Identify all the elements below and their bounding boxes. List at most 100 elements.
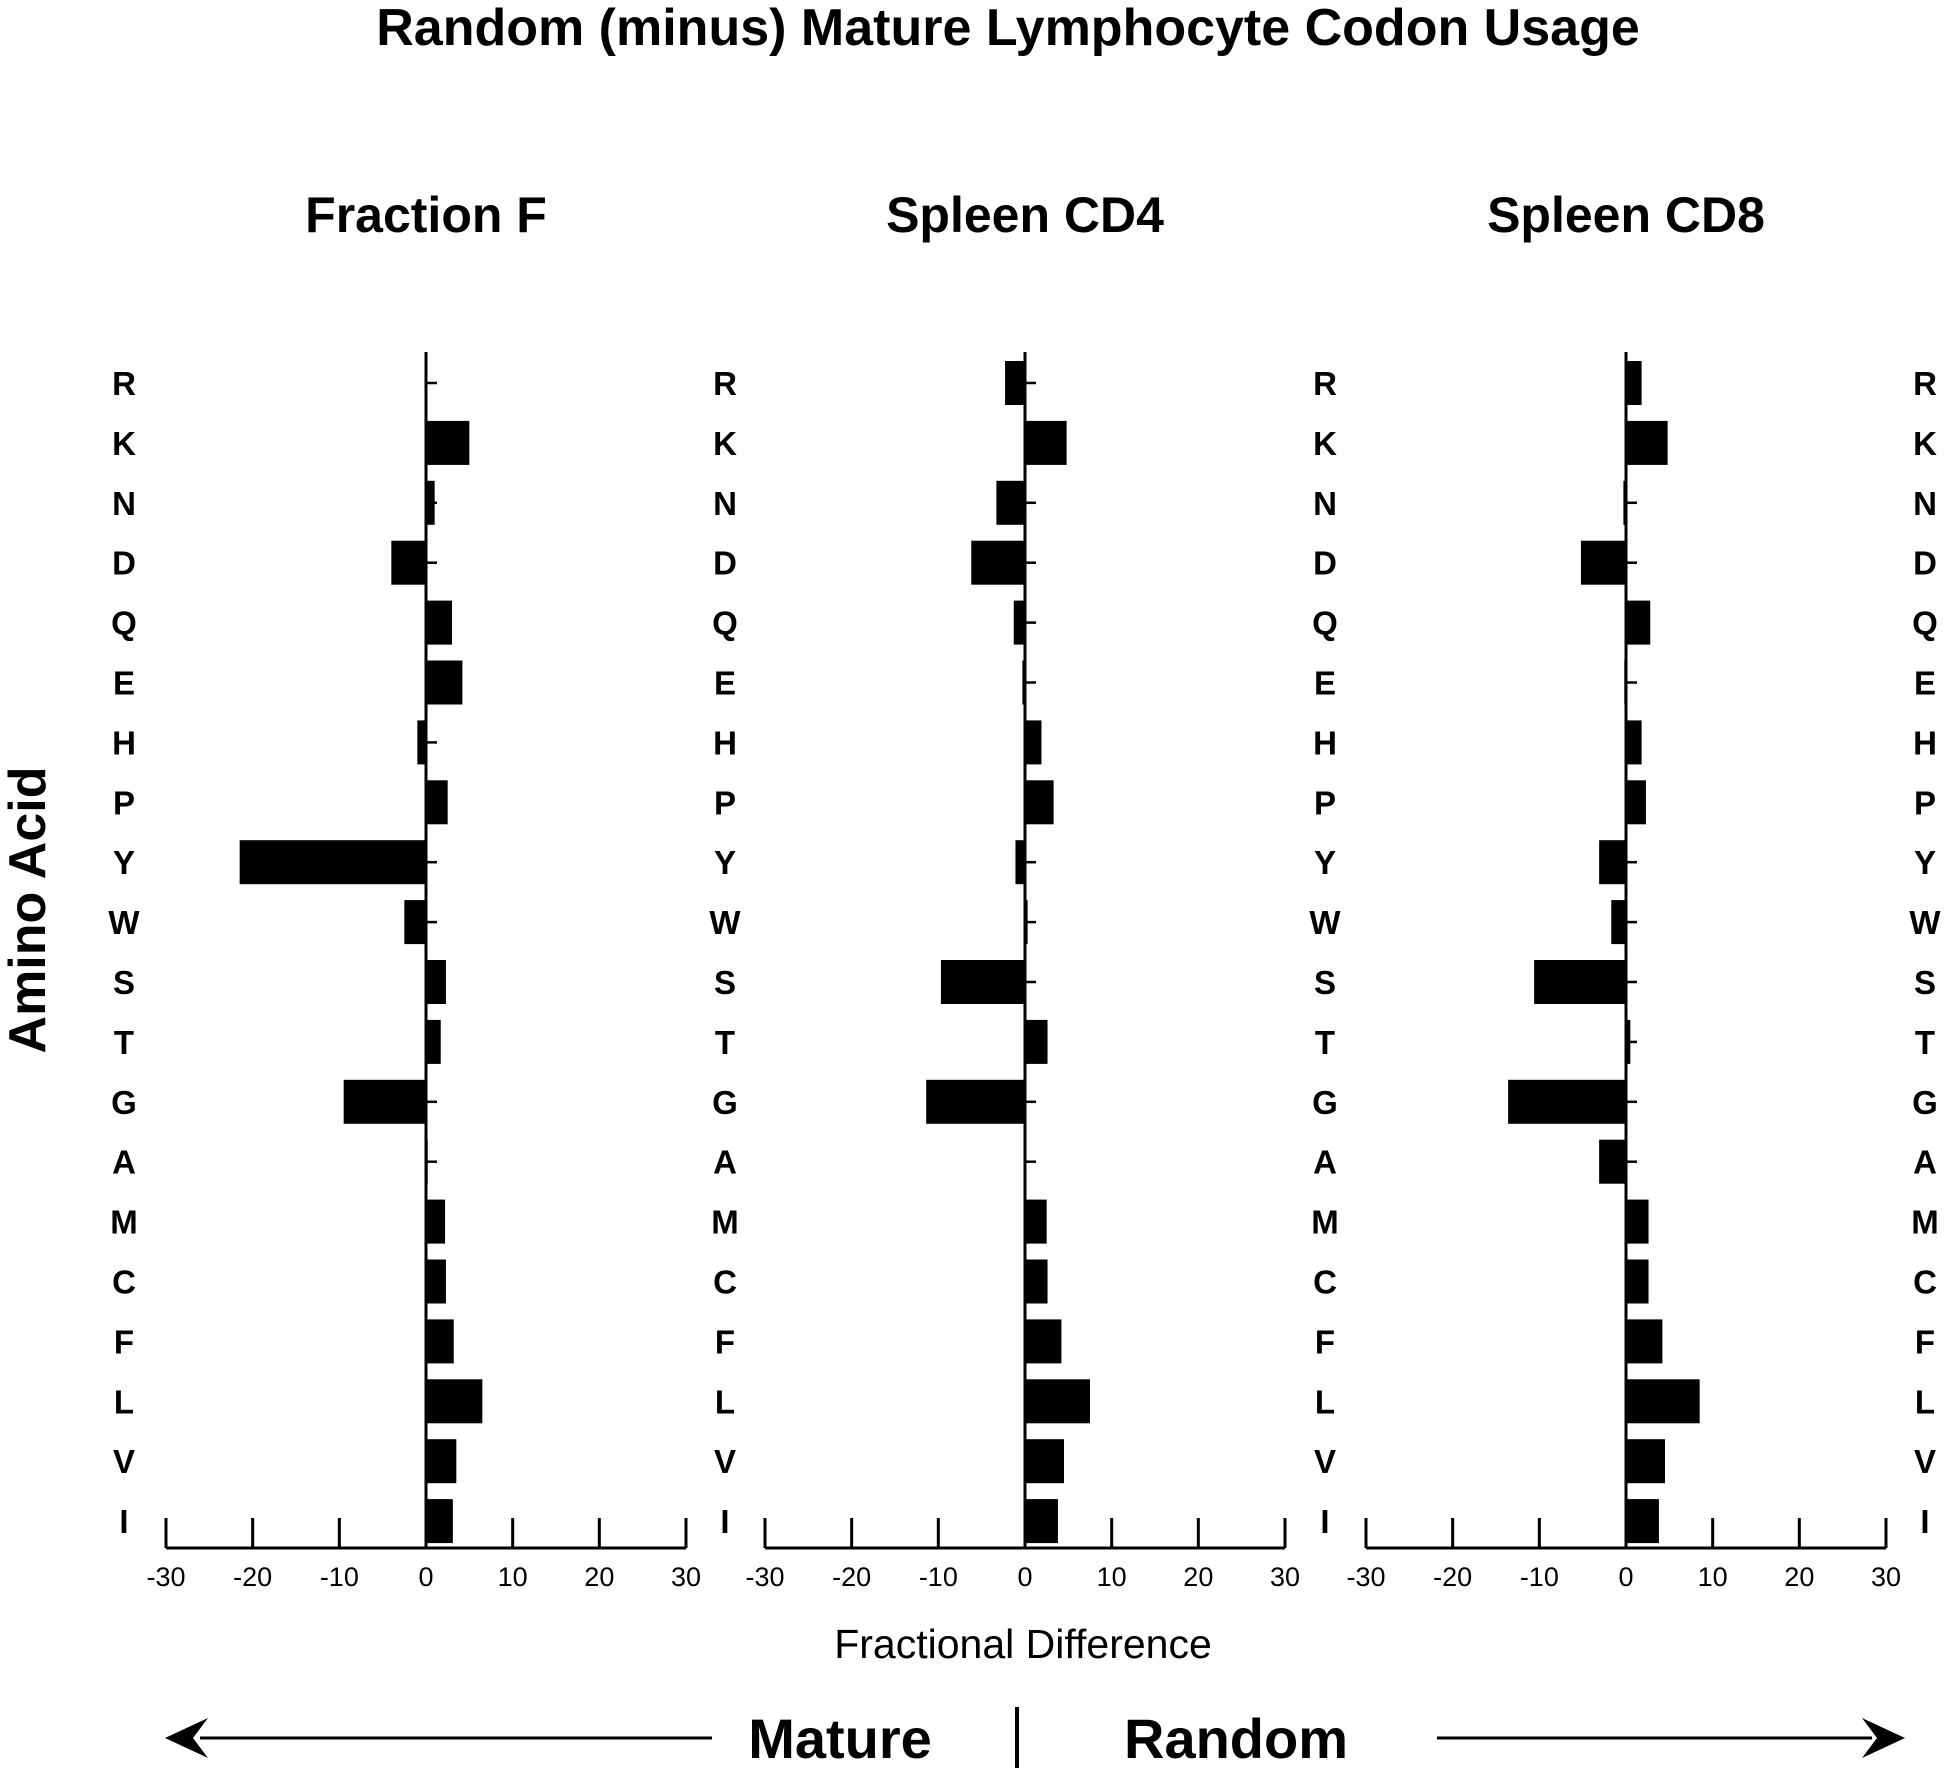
amino-acid-label: F bbox=[715, 1323, 735, 1360]
amino-acid-label: P bbox=[714, 784, 736, 821]
amino-acid-label: S bbox=[1914, 964, 1936, 1001]
amino-acid-label: D bbox=[1913, 545, 1937, 582]
amino-acid-label: N bbox=[1913, 485, 1937, 522]
amino-acid-label: D bbox=[112, 545, 136, 582]
bar-V bbox=[426, 1439, 457, 1484]
amino-acid-label: D bbox=[1313, 545, 1337, 582]
bar-L bbox=[426, 1379, 483, 1424]
bar-Q bbox=[1626, 600, 1651, 645]
amino-acid-label: N bbox=[713, 485, 737, 522]
bar-E bbox=[426, 660, 463, 705]
panel-spleen-cd4: Spleen CD4 -30 -20 -10 0 10 20 30 bbox=[745, 187, 1300, 1592]
bar-C bbox=[1025, 1259, 1048, 1304]
amino-acid-label: F bbox=[1315, 1323, 1335, 1360]
bar-T bbox=[1626, 1019, 1631, 1064]
amino-acid-label: Y bbox=[1914, 844, 1936, 881]
amino-acid-label: T bbox=[715, 1024, 735, 1061]
x-tick-label: -10 bbox=[1520, 1562, 1559, 1592]
x-tick-label: -30 bbox=[1346, 1562, 1385, 1592]
chart-title: Random (minus) Mature Lymphocyte Codon U… bbox=[376, 0, 1640, 57]
bar-Q bbox=[1013, 600, 1025, 645]
amino-acid-label: I bbox=[1920, 1503, 1929, 1540]
x-tick-label: 0 bbox=[1017, 1562, 1032, 1592]
amino-acid-label: E bbox=[1314, 665, 1336, 702]
amino-acid-label: A bbox=[1313, 1144, 1337, 1181]
x-tick-label: 10 bbox=[1097, 1562, 1127, 1592]
amino-acid-label: M bbox=[1911, 1204, 1939, 1241]
amino-acid-label: H bbox=[713, 724, 737, 761]
bar-P bbox=[426, 780, 448, 825]
amino-acid-label: L bbox=[1915, 1383, 1935, 1420]
amino-acid-label: Y bbox=[1314, 844, 1336, 881]
x-tick-label: -20 bbox=[832, 1562, 871, 1592]
amino-acid-label: I bbox=[720, 1503, 729, 1540]
amino-acid-label: K bbox=[713, 425, 737, 462]
amino-acid-label: V bbox=[714, 1443, 736, 1480]
bar-D bbox=[971, 540, 1025, 585]
bar-W bbox=[404, 900, 426, 945]
x-tick-label: -10 bbox=[919, 1562, 958, 1592]
bar-E bbox=[1624, 660, 1626, 705]
x-tick-label: 30 bbox=[671, 1562, 701, 1592]
bar-V bbox=[1626, 1439, 1665, 1484]
amino-acid-label: D bbox=[713, 545, 737, 582]
amino-acid-label: R bbox=[112, 365, 136, 402]
amino-acid-label: A bbox=[713, 1144, 737, 1181]
amino-acid-label: Q bbox=[111, 605, 137, 642]
bar-F bbox=[1025, 1319, 1062, 1364]
panel-title: Fraction F bbox=[305, 187, 547, 243]
panel-title: Spleen CD4 bbox=[886, 187, 1164, 243]
x-tick-label: -10 bbox=[320, 1562, 359, 1592]
bar-H bbox=[1025, 720, 1042, 765]
panel-title: Spleen CD8 bbox=[1487, 187, 1765, 243]
direction-indicator: Mature Random bbox=[165, 1707, 1905, 1770]
amino-acid-label: R bbox=[1313, 365, 1337, 402]
bar-M bbox=[1626, 1199, 1649, 1244]
bar-W bbox=[1025, 900, 1028, 945]
amino-acid-label: I bbox=[1320, 1503, 1329, 1540]
bar-I bbox=[1626, 1499, 1659, 1544]
amino-acid-label: S bbox=[714, 964, 736, 1001]
x-tick-label: 30 bbox=[1871, 1562, 1901, 1592]
x-tick-label: -20 bbox=[1433, 1562, 1472, 1592]
bar-I bbox=[426, 1499, 453, 1544]
bar-C bbox=[1626, 1259, 1649, 1304]
chart-panels: Fraction F -30 -20 -10 0 10 20 30 Spleen CD4 -30 -… bbox=[146, 187, 1901, 1592]
bar-F bbox=[426, 1319, 454, 1364]
amino-acid-label: W bbox=[108, 904, 140, 941]
bar-H bbox=[417, 720, 426, 765]
amino-acid-label: P bbox=[113, 784, 135, 821]
x-axis-label: Fractional Difference bbox=[834, 1621, 1212, 1667]
amino-acid-label: K bbox=[1313, 425, 1337, 462]
panel-fraction-f: Fraction F -30 -20 -10 0 10 20 30 bbox=[146, 187, 701, 1592]
amino-acid-label: T bbox=[1315, 1024, 1335, 1061]
bar-R bbox=[1005, 361, 1025, 405]
amino-acid-label: E bbox=[1914, 665, 1936, 702]
amino-acid-label: E bbox=[714, 665, 736, 702]
bar-T bbox=[1025, 1019, 1048, 1064]
bar-K bbox=[1025, 420, 1067, 465]
bar-Q bbox=[426, 600, 452, 645]
bar-M bbox=[1025, 1199, 1047, 1244]
amino-acid-label: M bbox=[1311, 1204, 1339, 1241]
amino-acid-label: K bbox=[1913, 425, 1937, 462]
x-tick-label: 20 bbox=[1183, 1562, 1213, 1592]
amino-acid-label: A bbox=[112, 1144, 136, 1181]
amino-acid-label: C bbox=[112, 1264, 136, 1301]
amino-acid-label: W bbox=[709, 904, 741, 941]
amino-acid-label: P bbox=[1314, 784, 1336, 821]
bar-I bbox=[1025, 1499, 1058, 1544]
amino-acid-label: G bbox=[1912, 1084, 1938, 1121]
amino-acid-label: C bbox=[713, 1264, 737, 1301]
amino-acid-label: L bbox=[715, 1383, 735, 1420]
amino-acid-label: V bbox=[1314, 1443, 1336, 1480]
amino-acid-label: T bbox=[1915, 1024, 1935, 1061]
amino-acid-label: Q bbox=[1912, 605, 1938, 642]
bar-P bbox=[1025, 780, 1054, 825]
amino-acid-label: A bbox=[1913, 1144, 1937, 1181]
bar-L bbox=[1626, 1379, 1700, 1424]
amino-acid-label: H bbox=[1313, 724, 1337, 761]
bar-G bbox=[926, 1079, 1025, 1124]
